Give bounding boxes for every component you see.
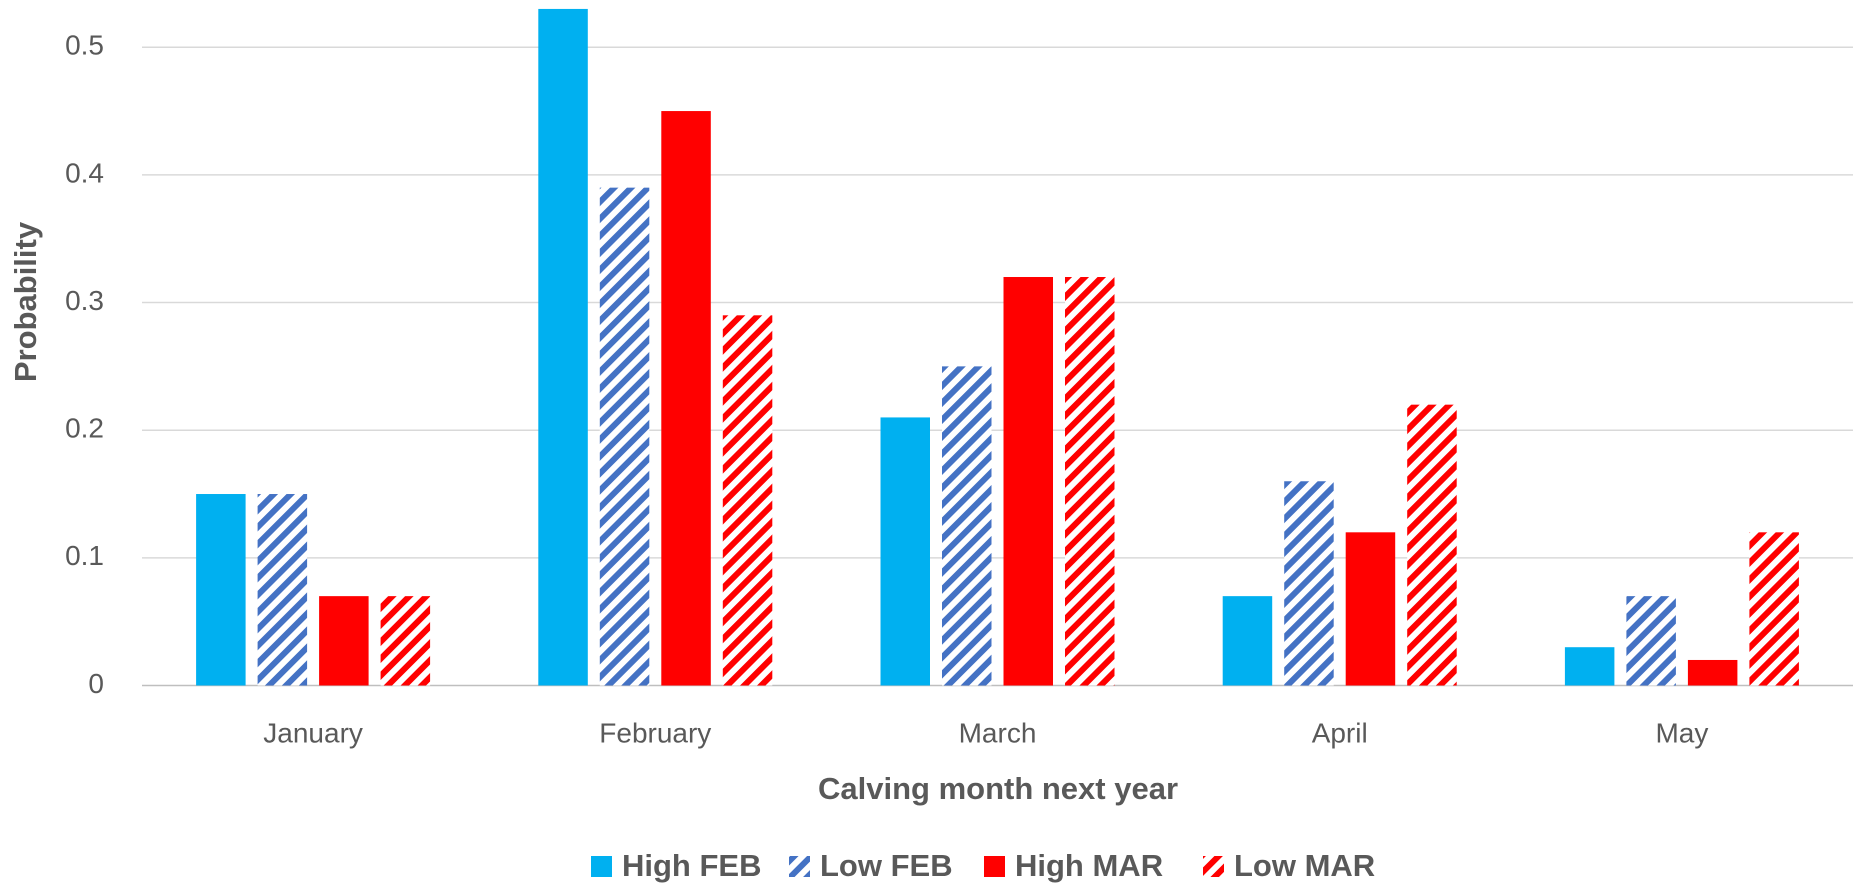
bar xyxy=(1345,532,1396,686)
x-tick-label: May xyxy=(1655,717,1708,748)
y-axis-title: Probability xyxy=(8,221,43,382)
bar xyxy=(1626,596,1676,686)
x-tick-label: April xyxy=(1312,717,1368,748)
bar xyxy=(1003,277,1053,686)
legend-label: High MAR xyxy=(1015,848,1163,883)
x-axis-title: Calving month next year xyxy=(818,771,1178,806)
y-tick-label: 0.1 xyxy=(65,540,104,571)
bar xyxy=(1749,532,1799,686)
bar xyxy=(380,596,431,686)
bar xyxy=(319,596,369,686)
legend-label: Low FEB xyxy=(820,848,953,883)
bar xyxy=(257,494,308,686)
bar xyxy=(942,366,992,686)
bar xyxy=(1407,404,1457,686)
bar xyxy=(722,315,773,686)
y-tick-label: 0.2 xyxy=(65,413,104,444)
legend-swatch xyxy=(591,856,612,877)
y-tick-label: 0 xyxy=(88,668,104,699)
legend-swatch xyxy=(789,856,810,877)
y-tick-label: 0.5 xyxy=(65,30,104,61)
bar xyxy=(1065,277,1115,686)
bar xyxy=(1284,481,1334,686)
bar xyxy=(1687,659,1738,686)
legend-label: Low MAR xyxy=(1234,848,1375,883)
legend-swatch xyxy=(984,856,1005,877)
x-tick-label: February xyxy=(599,717,711,748)
y-tick-label: 0.4 xyxy=(65,157,104,188)
x-tick-label: March xyxy=(959,717,1037,748)
legend-swatch xyxy=(1203,856,1224,877)
y-tick-label: 0.3 xyxy=(65,285,104,316)
bar xyxy=(196,494,246,686)
x-tick-label: January xyxy=(263,717,363,748)
bar xyxy=(661,111,711,686)
bar xyxy=(1222,596,1273,686)
bar xyxy=(880,417,930,686)
bar xyxy=(599,187,650,686)
legend-label: High FEB xyxy=(622,848,762,883)
bar xyxy=(538,8,588,686)
bar xyxy=(1564,647,1615,686)
